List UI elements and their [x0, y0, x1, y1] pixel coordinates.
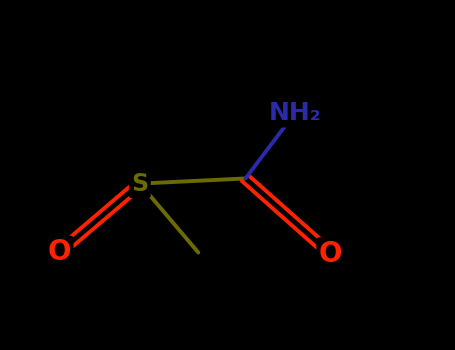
Text: S: S	[131, 172, 148, 196]
Text: NH₂: NH₂	[268, 101, 321, 125]
Text: O: O	[47, 238, 71, 266]
Text: O: O	[319, 240, 343, 268]
